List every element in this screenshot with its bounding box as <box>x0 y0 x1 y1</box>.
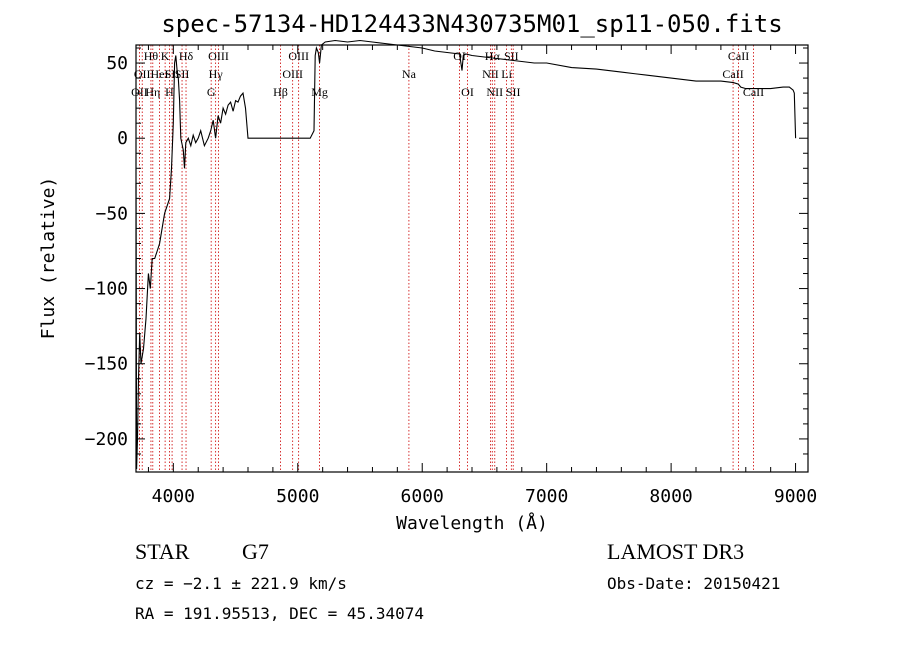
x-tick-label-2: 6000 <box>401 486 444 507</box>
x-axis-label: Wavelength (Å) <box>396 512 548 534</box>
flux-series-line <box>135 39 797 470</box>
line-label-21: Hα <box>485 49 501 63</box>
y-tick-label-2: −100 <box>85 279 128 300</box>
plot-area: OII OII Hθ Hη HeI K H SII Hδ SII G Hγ OIII Hβ OIII OIII… <box>85 39 817 507</box>
survey-name: LAMOST DR3 <box>607 539 744 564</box>
line-label-17: Na <box>402 67 417 81</box>
line-label-25: SII <box>506 85 521 99</box>
chart-title: spec-57134-HD124433N430735M01_sp11-050.f… <box>161 10 782 38</box>
plot-frame <box>135 44 809 473</box>
y-tick-label-5: 50 <box>106 53 128 74</box>
line-label-4: HeI <box>151 67 169 81</box>
line-label-3: Hη <box>145 85 160 99</box>
line-label-5: K <box>161 49 170 63</box>
x-tick-label-1: 5000 <box>276 486 319 507</box>
line-label-28: CaII <box>743 85 764 99</box>
y-tick-label-0: −200 <box>85 429 128 450</box>
line-label-1: OII <box>134 67 151 81</box>
x-tick-label-5: 9000 <box>774 486 817 507</box>
line-label-6: H <box>165 85 174 99</box>
line-label-13: Hβ <box>273 85 288 99</box>
object-type: STAR <box>135 539 190 564</box>
line-label-15: OIII <box>288 49 309 63</box>
line-label-16: Mg <box>311 85 328 99</box>
line-label-14: OIII <box>282 67 303 81</box>
line-label-19: OI <box>461 85 474 99</box>
object-subclass: G7 <box>242 539 269 564</box>
line-label-8: Hδ <box>179 49 194 63</box>
line-label-27: CaII <box>728 49 749 63</box>
y-tick-label-4: 0 <box>117 128 128 149</box>
y-tick-label-3: −50 <box>95 203 128 224</box>
line-label-22: NII <box>486 85 503 99</box>
coordinates: RA = 191.95513, DEC = 45.34074 <box>135 604 424 623</box>
line-label-12: OIII <box>208 49 229 63</box>
x-tick-label-0: 4000 <box>152 486 195 507</box>
line-label-0: OII <box>131 85 148 99</box>
y-axis-label: Flux (relative) <box>38 177 59 340</box>
x-tick-label-4: 8000 <box>649 486 692 507</box>
observation-date: Obs-Date: 20150421 <box>607 574 780 593</box>
line-label-10: G <box>207 85 216 99</box>
line-label-2: Hθ <box>144 49 159 63</box>
line-label-11: Hγ <box>209 67 224 81</box>
line-label-23: Li <box>501 67 512 81</box>
redshift-cz: cz = −2.1 ± 221.9 km/s <box>135 574 347 593</box>
line-label-26: CaII <box>722 67 743 81</box>
y-tick-label-1: −150 <box>85 354 128 375</box>
line-label-20: NII <box>482 67 499 81</box>
x-tick-label-3: 7000 <box>525 486 568 507</box>
line-label-7: SII <box>165 67 180 81</box>
